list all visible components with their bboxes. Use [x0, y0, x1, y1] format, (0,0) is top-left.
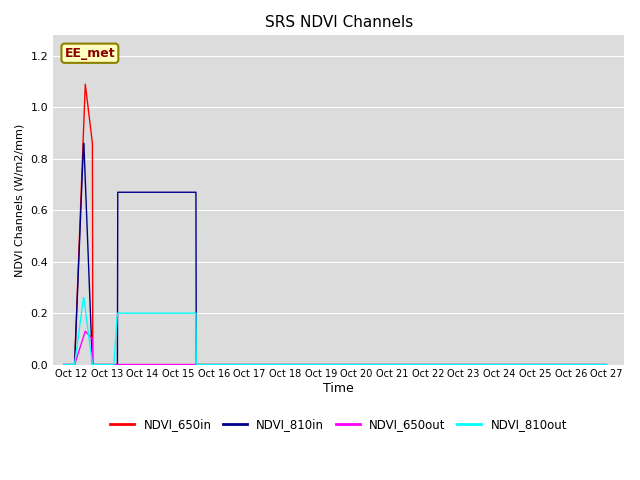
X-axis label: Time: Time [323, 382, 354, 395]
Title: SRS NDVI Channels: SRS NDVI Channels [264, 15, 413, 30]
Text: EE_met: EE_met [65, 47, 115, 60]
Y-axis label: NDVI Channels (W/m2/mm): NDVI Channels (W/m2/mm) [15, 123, 25, 276]
Legend: NDVI_650in, NDVI_810in, NDVI_650out, NDVI_810out: NDVI_650in, NDVI_810in, NDVI_650out, NDV… [106, 413, 572, 436]
